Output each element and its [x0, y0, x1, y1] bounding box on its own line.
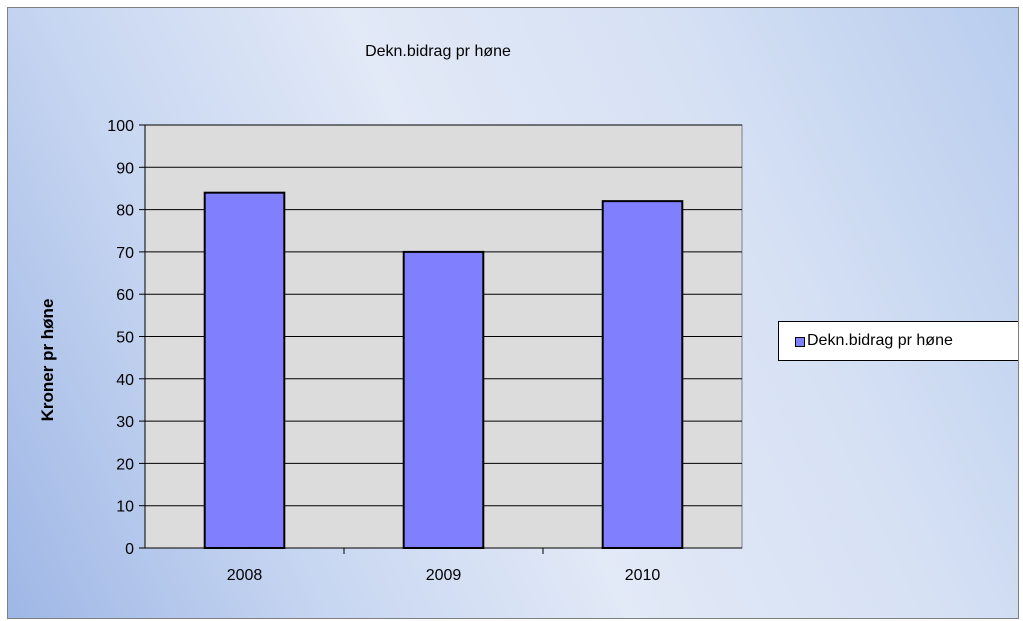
y-tick-label: 60	[116, 287, 134, 304]
y-tick-label: 90	[116, 160, 134, 177]
y-tick-label: 40	[116, 372, 134, 389]
x-tick-label: 2009	[426, 567, 462, 584]
legend-label: Dekn.bidrag pr høne	[807, 332, 953, 349]
y-tick-label: 0	[125, 541, 134, 558]
legend-swatch	[795, 336, 805, 347]
chart-title: Dekn.bidrag pr høne	[365, 43, 511, 60]
legend: Dekn.bidrag pr høne	[778, 321, 1018, 361]
x-tick-labels: 2008 2009 2010	[227, 548, 661, 584]
y-tick-label: 10	[116, 499, 134, 516]
x-tick-label: 2008	[227, 567, 263, 584]
y-tick-label: 100	[107, 118, 134, 135]
bar-2009	[402, 250, 485, 549]
bar-2010	[601, 200, 684, 549]
bar-2008	[203, 191, 286, 549]
y-tick-label: 20	[116, 456, 134, 473]
y-tick-labels: 0 10 20 30 40 50 60 70 80 90 100	[107, 118, 145, 558]
y-tick-label: 80	[116, 203, 134, 220]
y-axis-title: Kroner pr høne	[38, 299, 57, 422]
y-tick-label: 70	[116, 245, 134, 262]
y-tick-label: 30	[116, 414, 134, 431]
x-tick-label: 2010	[625, 567, 661, 584]
chart-svg: 0 10 20 30 40 50 60 70 80 90 100 2008 2009 2010 Dekn…	[38, 43, 743, 584]
chart-area: 0 10 20 30 40 50 60 70 80 90 100 2008 2009 2010 Dekn…	[7, 7, 1019, 619]
y-tick-label: 50	[116, 330, 134, 347]
